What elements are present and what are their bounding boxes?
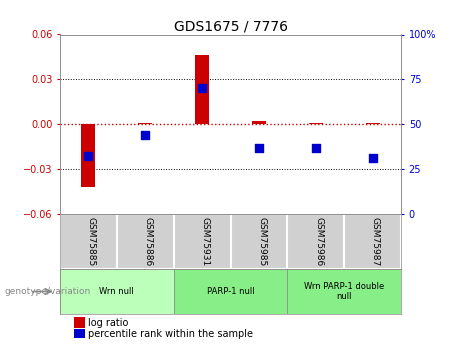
Bar xyxy=(230,214,287,269)
Point xyxy=(198,86,206,91)
Text: GSM75985: GSM75985 xyxy=(257,217,266,266)
Bar xyxy=(138,123,152,124)
Bar xyxy=(252,121,266,124)
Text: GSM75931: GSM75931 xyxy=(201,217,209,266)
Bar xyxy=(174,214,230,269)
Text: log ratio: log ratio xyxy=(88,318,128,327)
Point xyxy=(255,145,263,150)
Text: Wrn PARP-1 double
null: Wrn PARP-1 double null xyxy=(304,282,384,301)
Text: GSM75986: GSM75986 xyxy=(314,217,323,266)
Text: Wrn null: Wrn null xyxy=(100,287,134,296)
Bar xyxy=(81,124,95,187)
Text: GSM75987: GSM75987 xyxy=(371,217,380,266)
Bar xyxy=(117,214,174,269)
Text: percentile rank within the sample: percentile rank within the sample xyxy=(88,329,253,339)
Bar xyxy=(60,269,174,314)
Bar xyxy=(195,56,209,124)
Bar xyxy=(366,123,380,124)
Point xyxy=(369,156,376,161)
Text: GSM75886: GSM75886 xyxy=(143,217,153,266)
Bar xyxy=(287,214,344,269)
Bar xyxy=(60,214,117,269)
Text: GSM75885: GSM75885 xyxy=(87,217,96,266)
Point xyxy=(142,132,149,138)
Bar xyxy=(287,269,401,314)
Title: GDS1675 / 7776: GDS1675 / 7776 xyxy=(173,19,288,33)
Bar xyxy=(309,123,323,124)
Point xyxy=(85,154,92,159)
Bar xyxy=(344,214,401,269)
Point xyxy=(312,145,319,150)
Text: PARP-1 null: PARP-1 null xyxy=(207,287,254,296)
Bar xyxy=(174,269,287,314)
Text: genotype/variation: genotype/variation xyxy=(5,287,91,296)
